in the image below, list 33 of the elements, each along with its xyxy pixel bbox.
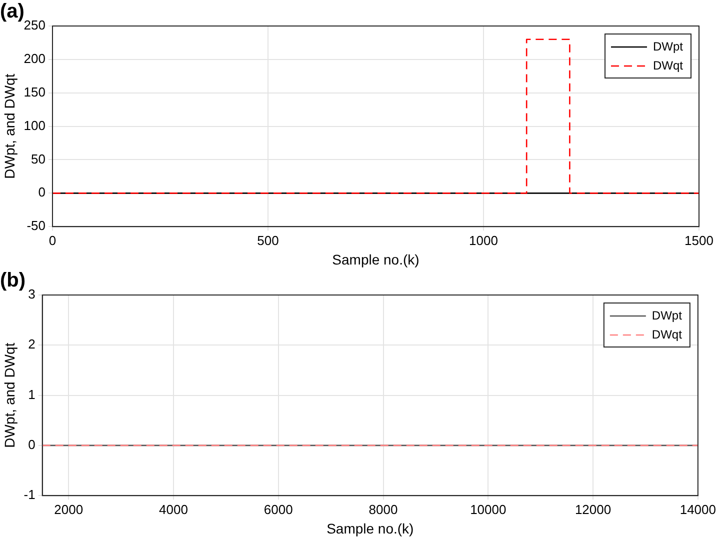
y-tick-label: 250 [24,18,46,33]
y-tick-label: 3 [28,286,36,302]
x-tick-label: 10000 [470,502,506,517]
y-tick-label: 0 [38,184,46,200]
y-tick-label: 50 [31,151,46,166]
x-axis-title: Sample no.(k) [332,251,420,268]
x-tick-label: 1000 [469,232,498,248]
chart-title: (a) [0,0,24,23]
chart-title: (b) [0,270,26,292]
legend-label: DWqt [652,327,683,342]
y-tick-label: 100 [24,118,46,133]
y-axis-title: DWpt, and DWqt [1,74,18,179]
x-tick-label: 6000 [264,502,293,517]
x-tick-label: 4000 [159,502,188,517]
x-tick-label: 12000 [574,502,612,517]
x-tick-label: 1500 [684,232,714,248]
legend-label: DWpt [652,308,683,322]
x-tick-label: 500 [257,232,279,248]
y-tick-label: -50 [26,218,46,234]
y-tick-label: -1 [24,487,36,502]
y-tick-label: 1 [28,386,36,402]
x-tick-label: 0 [48,232,56,248]
y-axis-title: DWpt, and DWqt [1,342,18,448]
legend-label: DWpt [653,39,684,54]
y-tick-label: 150 [24,84,46,100]
y-tick-label: 200 [24,51,46,66]
x-tick-label: 14000 [680,502,716,517]
x-tick-label: 2000 [54,502,84,517]
legend-label: DWqt [653,58,684,72]
x-axis-title: Sample no.(k) [326,520,414,536]
x-tick-label: 8000 [368,502,398,517]
y-tick-label: 2 [28,336,36,352]
y-tick-label: 0 [28,437,36,452]
